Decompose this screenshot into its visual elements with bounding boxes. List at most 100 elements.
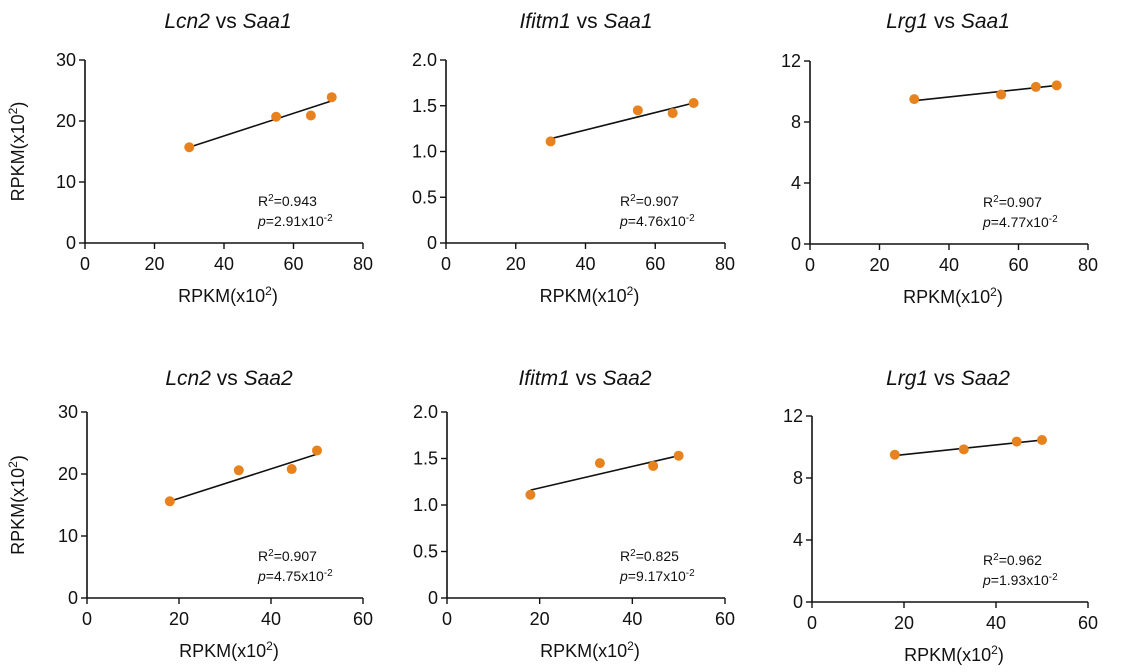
chart-panel-4: Lcn2 vs Saa2 0 20 40 60 0 10 20 30 RPKM(x102) RPKM… <box>6 367 373 661</box>
x-axis-label: RPKM(x102) <box>540 284 640 306</box>
chart-title: Lrg1 vs Saa2 <box>886 367 1010 390</box>
x-tick-label: 40 <box>261 609 281 629</box>
x-tick-label: 0 <box>82 609 92 629</box>
regression-line <box>189 100 332 148</box>
data-point <box>996 89 1007 100</box>
x-tick-label: 20 <box>506 254 526 274</box>
chart-title: Lcn2 vs Saa1 <box>164 10 291 33</box>
p-value-label: p=4.75x10-2 <box>257 568 333 584</box>
chart-title: Lcn2 vs Saa2 <box>165 367 293 390</box>
y-axis-label: RPKM(x102) <box>6 102 28 202</box>
regression-line <box>530 454 679 491</box>
data-point <box>909 94 920 105</box>
p-value-label: p=9.17x10-2 <box>619 568 695 584</box>
y-tick-label: 12 <box>781 51 801 71</box>
x-tick-label: 0 <box>807 613 817 633</box>
x-tick-label: 60 <box>1008 255 1028 275</box>
y-tick-label: 1.0 <box>413 495 438 515</box>
data-point <box>271 111 282 122</box>
data-point <box>286 464 297 475</box>
p-value-label: p=2.91x10-2 <box>257 213 333 229</box>
r-squared-label: R2=0.907 <box>620 193 679 209</box>
chart-panel-2: Ifitm1 vs Saa1 0 20 40 60 80 0 0.5 1.0 1.5 2.0 RPKM… <box>412 10 735 306</box>
data-point <box>958 444 969 455</box>
x-tick-label: 0 <box>80 254 90 274</box>
y-tick-label: 1.0 <box>412 142 437 162</box>
r-squared-label: R2=0.943 <box>258 193 317 209</box>
x-axis-label: RPKM(x102) <box>904 643 1004 665</box>
data-point <box>1037 435 1047 446</box>
y-tick-label: 8 <box>793 468 803 488</box>
x-tick-label: 60 <box>353 609 373 629</box>
y-tick-label: 8 <box>791 112 801 132</box>
y-tick-label: 0.5 <box>412 187 437 207</box>
chart-panel-5: Ifitm1 vs Saa2 0 20 40 60 0 0.5 1.0 1.5 2.0 RPKM(x… <box>413 367 735 661</box>
x-tick-label: 0 <box>805 255 815 275</box>
r-squared-label: R2=0.825 <box>620 548 679 564</box>
y-tick-label: 1.5 <box>413 449 438 469</box>
data-point <box>688 98 699 109</box>
y-tick-label: 20 <box>56 111 76 131</box>
x-tick-label: 60 <box>715 609 735 629</box>
x-tick-label: 20 <box>169 609 189 629</box>
y-tick-label: 10 <box>58 526 78 546</box>
y-tick-label: 4 <box>791 173 801 193</box>
y-tick-label: 0 <box>428 588 438 608</box>
data-point <box>525 489 536 500</box>
data-point <box>889 449 900 460</box>
data-point <box>184 142 195 153</box>
x-tick-label: 20 <box>530 609 550 629</box>
x-tick-label: 20 <box>869 255 889 275</box>
chart-title: Lrg1 vs Saa1 <box>886 10 1010 33</box>
data-point <box>1030 81 1041 92</box>
y-tick-label: 0 <box>793 592 803 612</box>
p-value-label: p=4.76x10-2 <box>619 213 695 229</box>
chart-panel-6: Lrg1 vs Saa2 0 20 40 60 0 4 8 12 RPKM(x102) R2=0.9… <box>783 367 1098 665</box>
data-point <box>233 465 244 476</box>
y-tick-label: 0 <box>427 233 437 253</box>
y-tick-label: 20 <box>58 464 78 484</box>
chart-title: Ifitm1 vs Saa1 <box>519 10 652 33</box>
p-value-label: p=4.77x10-2 <box>982 214 1058 230</box>
x-tick-label: 20 <box>894 613 914 633</box>
y-tick-label: 0 <box>66 233 76 253</box>
x-tick-label: 60 <box>1078 613 1098 633</box>
x-tick-label: 80 <box>1078 255 1098 275</box>
x-tick-label: 40 <box>214 254 234 274</box>
x-axis-label: RPKM(x102) <box>178 284 278 306</box>
data-point <box>545 136 556 147</box>
x-axis-label: RPKM(x102) <box>179 639 279 661</box>
data-point <box>305 110 316 121</box>
p-value-label: p=1.93x10-2 <box>982 572 1058 588</box>
y-tick-label: 1.5 <box>412 96 437 116</box>
x-tick-label: 60 <box>283 254 303 274</box>
data-point <box>648 460 659 471</box>
y-tick-label: 4 <box>793 530 803 550</box>
y-tick-label: 0 <box>791 234 801 254</box>
y-tick-label: 10 <box>56 172 76 192</box>
r-squared-label: R2=0.907 <box>258 548 317 564</box>
data-point <box>667 108 678 119</box>
y-tick-label: 2.0 <box>412 50 437 70</box>
r-squared-label: R2=0.907 <box>983 194 1042 210</box>
x-tick-label: 80 <box>715 254 735 274</box>
y-tick-label: 30 <box>56 50 76 70</box>
data-point <box>594 458 605 469</box>
regression-line <box>550 102 694 140</box>
x-tick-label: 20 <box>144 254 164 274</box>
data-point <box>312 445 322 456</box>
x-tick-label: 40 <box>575 254 595 274</box>
x-tick-label: 40 <box>939 255 959 275</box>
data-point <box>1051 80 1062 91</box>
x-axis-label: RPKM(x102) <box>540 639 640 661</box>
y-tick-label: 0.5 <box>413 542 438 562</box>
chart-panel-1: Lcn2 vs Saa1 0 20 40 60 80 0 10 20 30 RPKM(x102) RP… <box>6 10 373 306</box>
chart-title: Ifitm1 vs Saa2 <box>518 367 651 390</box>
r-squared-label: R2=0.962 <box>983 552 1042 568</box>
x-tick-label: 0 <box>441 254 451 274</box>
x-tick-label: 40 <box>622 609 642 629</box>
x-axis-label: RPKM(x102) <box>903 285 1003 307</box>
y-axis-label: RPKM(x102) <box>6 455 28 555</box>
y-tick-label: 0 <box>68 588 78 608</box>
